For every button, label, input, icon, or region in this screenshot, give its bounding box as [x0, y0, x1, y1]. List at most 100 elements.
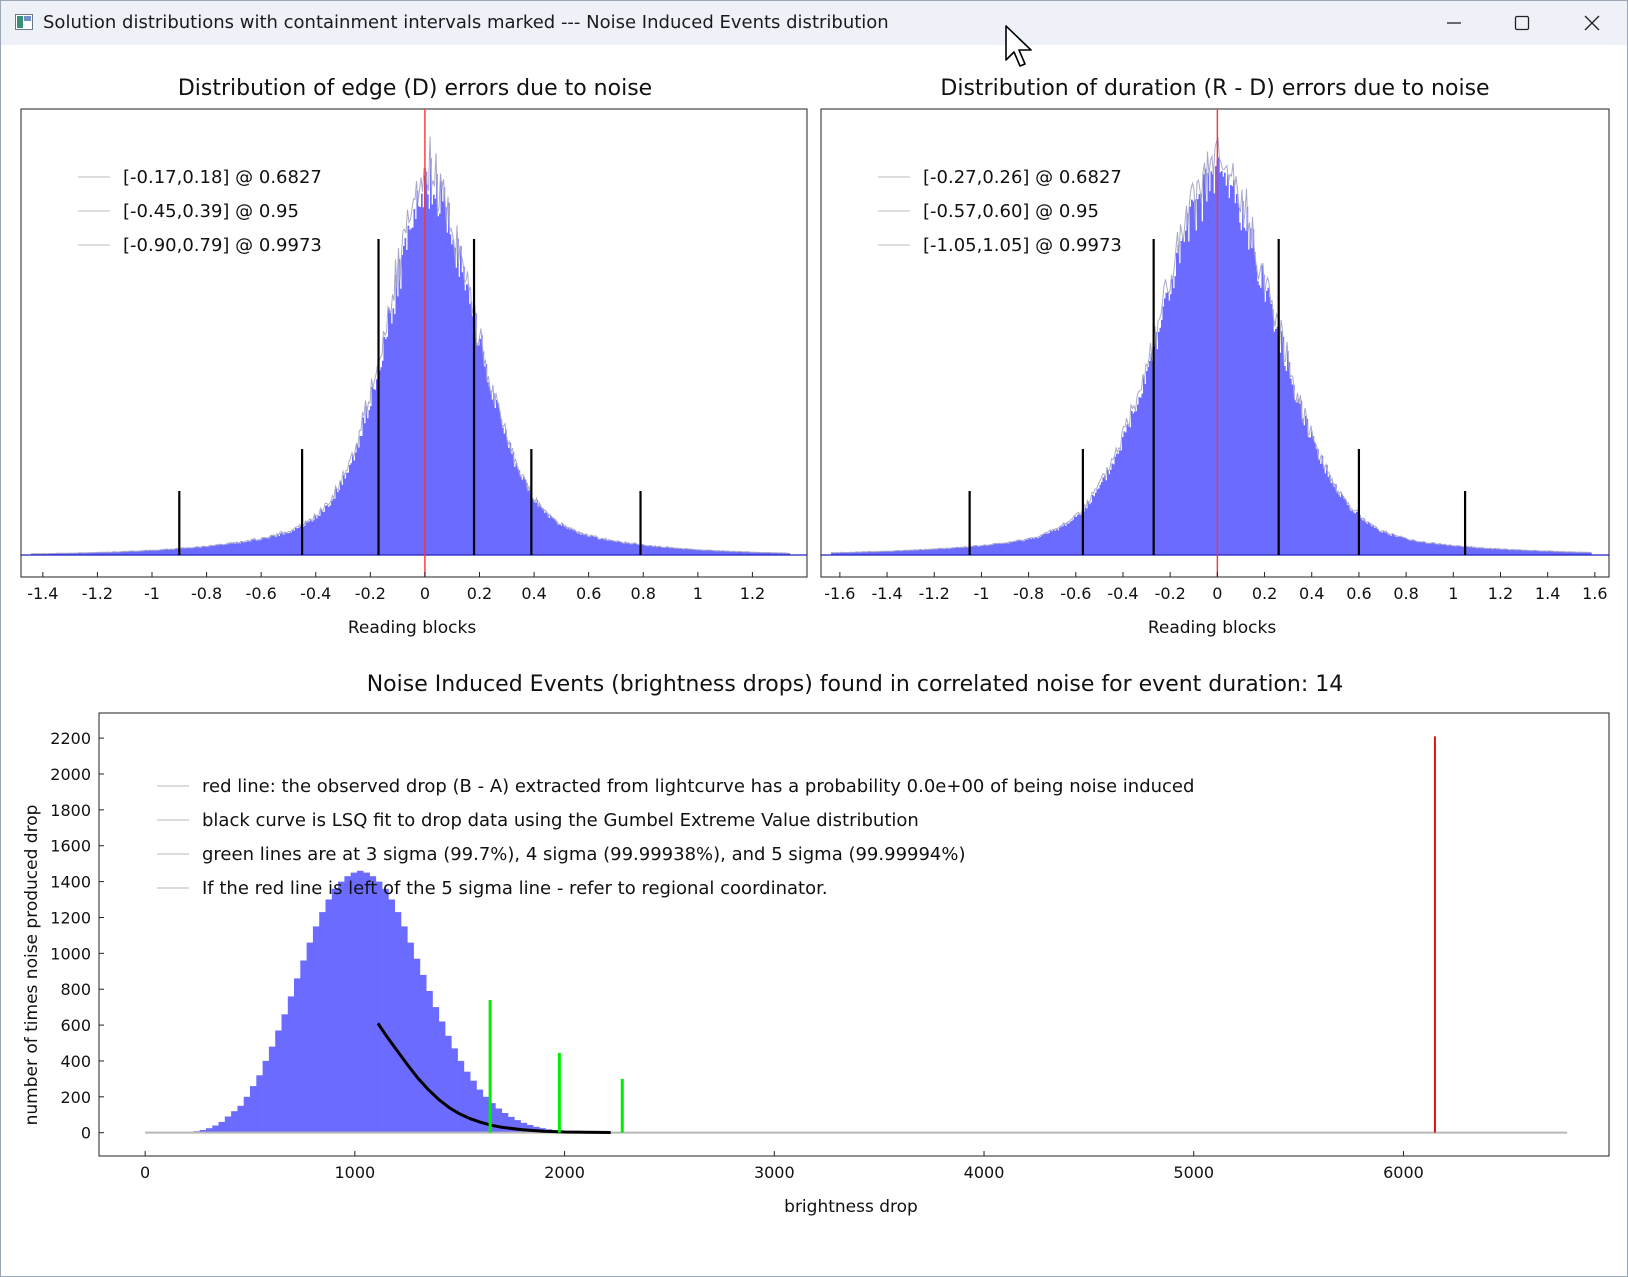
- histogram-bar: [1389, 534, 1391, 555]
- histogram-bar: [1095, 492, 1097, 555]
- histogram-bar: [862, 551, 865, 555]
- histogram-bar: [553, 519, 555, 555]
- histogram-bar: [623, 543, 626, 555]
- histogram-bar: [1212, 174, 1214, 555]
- histogram-bar: [1131, 411, 1133, 555]
- close-button[interactable]: [1557, 1, 1627, 45]
- histogram-bar: [300, 960, 307, 1133]
- histogram-bar: [773, 552, 776, 555]
- histogram-bar: [499, 411, 501, 555]
- histogram-bar: [880, 551, 883, 555]
- histogram-bar: [500, 419, 503, 555]
- maximize-button[interactable]: [1487, 1, 1557, 45]
- histogram-bar: [1182, 238, 1184, 555]
- y-tick-label: 800: [60, 980, 91, 999]
- histogram-bar: [1287, 351, 1289, 555]
- histogram-bar: [760, 552, 762, 555]
- histogram-bar: [1420, 542, 1423, 555]
- histogram-bar: [1563, 551, 1565, 555]
- histogram-bar: [520, 1122, 528, 1133]
- histogram-bar: [1063, 524, 1066, 555]
- histogram-bar: [1180, 241, 1183, 555]
- histogram-bar: [607, 540, 609, 555]
- histogram-bar: [903, 550, 905, 555]
- histogram-bar: [562, 523, 564, 555]
- histogram-bar: [391, 323, 393, 555]
- histogram-bar: [1408, 539, 1411, 555]
- histogram-bar: [517, 468, 519, 555]
- histogram-bar: [1218, 157, 1220, 555]
- minimize-button[interactable]: [1419, 1, 1489, 45]
- histogram-bar: [1579, 552, 1582, 555]
- histogram-bar: [167, 549, 170, 555]
- histogram-bar: [554, 519, 557, 555]
- histogram-bar: [421, 193, 423, 555]
- histogram-bar: [731, 551, 734, 555]
- histogram-bar: [1384, 532, 1387, 555]
- histogram-bar: [388, 307, 390, 555]
- histogram-bar: [158, 550, 161, 555]
- histogram-bar: [233, 542, 236, 555]
- histogram-bar: [520, 476, 522, 555]
- histogram-bar: [365, 406, 368, 555]
- histogram-bar: [961, 547, 964, 555]
- histogram-bar: [691, 549, 693, 555]
- histogram-bar: [1039, 536, 1042, 555]
- histogram-bar: [338, 881, 345, 1133]
- histogram-bar: [40, 553, 42, 555]
- histogram-bar: [1099, 484, 1102, 555]
- title-bar[interactable]: Solution distributions with containment …: [1, 1, 1627, 45]
- histogram-bar: [367, 418, 369, 555]
- histogram-bar: [584, 534, 587, 555]
- histogram-bar: [614, 541, 617, 555]
- histogram-bar: [101, 552, 104, 555]
- histogram-bar: [250, 1086, 257, 1133]
- histogram-bar: [382, 888, 389, 1133]
- histogram-bar: [709, 550, 711, 555]
- legend-entry: [-0.90,0.79] @ 0.9973: [123, 235, 322, 256]
- histogram-bar: [334, 498, 336, 555]
- histogram-bar: [638, 545, 641, 555]
- histogram-bar: [1191, 199, 1193, 555]
- histogram-bar: [1399, 537, 1402, 555]
- histogram-bar: [849, 552, 851, 555]
- histogram-bar: [415, 219, 417, 555]
- histogram-bar: [1423, 541, 1426, 555]
- histogram-bar: [355, 452, 357, 555]
- histogram-bar: [964, 547, 967, 555]
- histogram-bar: [1029, 538, 1031, 555]
- histogram-bar: [116, 552, 119, 555]
- histogram-bar: [1188, 241, 1190, 555]
- x-tick-label: 3000: [754, 1163, 795, 1182]
- histogram-bar: [1440, 544, 1442, 555]
- histogram-bar: [478, 345, 480, 555]
- histogram-bar: [710, 550, 713, 555]
- histogram-bar: [1215, 166, 1217, 555]
- x-tick-label: -0.4: [300, 584, 331, 603]
- histogram-bar: [361, 436, 363, 555]
- histogram-bar: [514, 466, 516, 555]
- histogram-bar: [164, 549, 167, 555]
- histogram-bar: [206, 546, 209, 555]
- histogram-bar: [1426, 543, 1429, 555]
- histogram-bar: [647, 546, 650, 555]
- histogram-bar: [1383, 531, 1385, 555]
- histogram-bar: [58, 553, 60, 555]
- histogram-bar: [1035, 537, 1037, 555]
- histogram-bar: [1276, 326, 1279, 555]
- histogram-bar: [1270, 304, 1273, 555]
- histogram-bar: [1090, 502, 1093, 555]
- histogram-bar: [1243, 227, 1246, 555]
- histogram-bar: [202, 546, 204, 555]
- histogram-bar: [146, 550, 149, 555]
- histogram-bar: [1114, 456, 1117, 555]
- histogram-bar: [1485, 548, 1487, 555]
- histogram-bar: [317, 516, 320, 555]
- histogram-bar: [1036, 538, 1039, 555]
- histogram-bar: [955, 547, 958, 555]
- histogram-bar: [1111, 463, 1114, 555]
- histogram-bar: [1518, 549, 1520, 555]
- histogram-bar: [1288, 362, 1291, 555]
- legend-entry: black curve is LSQ fit to drop data usin…: [202, 810, 919, 831]
